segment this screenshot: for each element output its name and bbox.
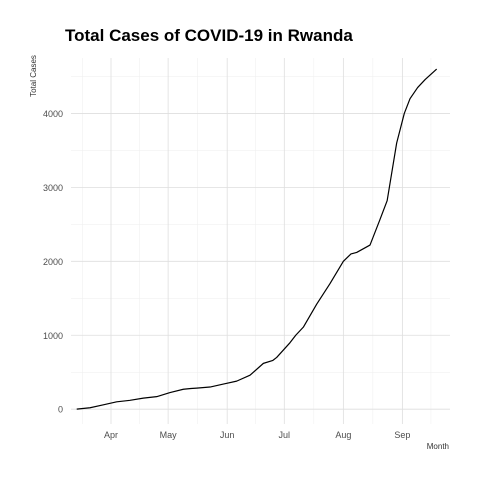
y-tick-label: 0 [58,405,63,415]
y-tick-label: 2000 [43,257,63,267]
x-tick-label: Aug [335,430,351,440]
x-tick-label: Jul [279,430,291,440]
y-tick-label: 1000 [43,331,63,341]
x-tick-label: Apr [104,430,118,440]
series-line [76,68,438,410]
x-axis-label: Month [427,442,449,451]
x-tick-label: Sep [394,430,410,440]
x-tick-label: Jun [220,430,235,440]
y-tick-label: 3000 [43,183,63,193]
y-axis-label: Total Cases [29,55,38,97]
x-tick-label: May [160,430,178,440]
chart-title: Total Cases of COVID-19 in Rwanda [65,26,353,45]
y-tick-label: 4000 [43,109,63,119]
